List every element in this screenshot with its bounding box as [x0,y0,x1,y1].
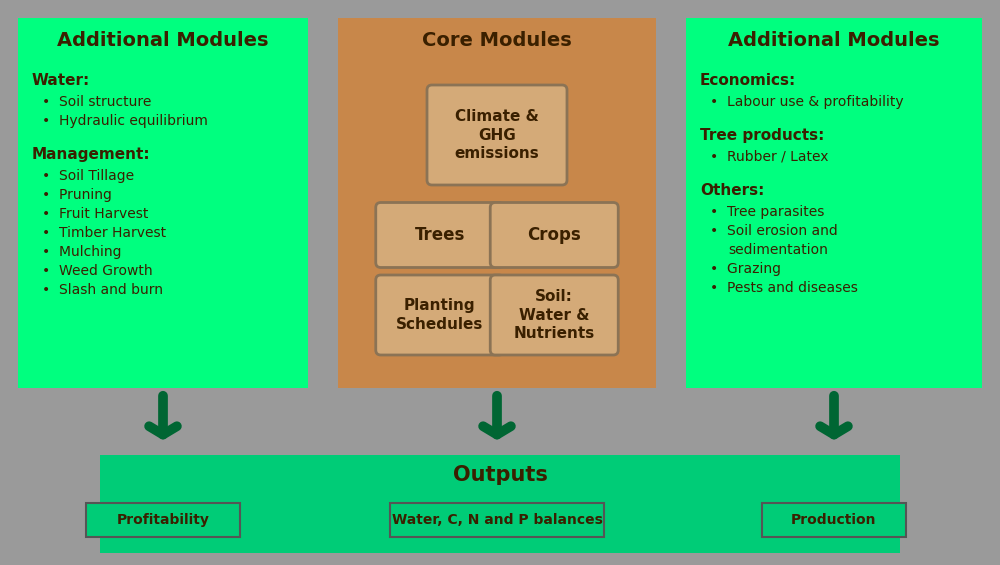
Text: •  Weed Growth: • Weed Growth [42,264,153,278]
Text: Trees: Trees [415,226,465,244]
Text: •  Soil Tillage: • Soil Tillage [42,169,134,183]
Text: •  Fruit Harvest: • Fruit Harvest [42,207,148,221]
FancyBboxPatch shape [490,275,618,355]
FancyBboxPatch shape [338,18,656,388]
Text: Climate &
GHG
emissions: Climate & GHG emissions [455,109,539,161]
Text: Economics:: Economics: [700,73,796,88]
Text: Management:: Management: [32,147,151,162]
FancyBboxPatch shape [376,275,504,355]
FancyBboxPatch shape [18,18,308,388]
Text: •  Soil structure: • Soil structure [42,95,151,109]
Text: Outputs: Outputs [453,465,547,485]
Text: •  Rubber / Latex: • Rubber / Latex [710,150,828,164]
Text: •  Grazing: • Grazing [710,262,781,276]
Text: Crops: Crops [527,226,581,244]
FancyBboxPatch shape [86,503,240,537]
Text: •  Hydraulic equilibrium: • Hydraulic equilibrium [42,114,208,128]
Text: •  Tree parasites: • Tree parasites [710,205,824,219]
Text: Production: Production [791,513,877,527]
Text: Soil:
Water &
Nutrients: Soil: Water & Nutrients [514,289,595,341]
Text: •  Pests and diseases: • Pests and diseases [710,281,858,295]
FancyBboxPatch shape [762,503,906,537]
Text: Others:: Others: [700,183,764,198]
FancyBboxPatch shape [376,202,504,267]
Text: •  Timber Harvest: • Timber Harvest [42,226,166,240]
FancyBboxPatch shape [686,18,982,388]
Text: •  Mulching: • Mulching [42,245,122,259]
Text: •  Pruning: • Pruning [42,188,112,202]
Text: sedimentation: sedimentation [728,243,828,257]
Text: •  Labour use & profitability: • Labour use & profitability [710,95,904,109]
Text: Additional Modules: Additional Modules [57,31,269,50]
FancyBboxPatch shape [427,85,567,185]
Text: Additional Modules: Additional Modules [728,31,940,50]
Text: Planting
Schedules: Planting Schedules [396,298,483,332]
Text: Tree products:: Tree products: [700,128,824,143]
FancyBboxPatch shape [390,503,604,537]
Text: Water, C, N and P balances: Water, C, N and P balances [392,513,602,527]
Text: Core Modules: Core Modules [422,31,572,50]
Text: Water:: Water: [32,73,90,88]
Text: Profitability: Profitability [117,513,209,527]
FancyBboxPatch shape [490,202,618,267]
Text: •  Soil erosion and: • Soil erosion and [710,224,838,238]
Text: •  Slash and burn: • Slash and burn [42,283,163,297]
FancyBboxPatch shape [100,455,900,553]
